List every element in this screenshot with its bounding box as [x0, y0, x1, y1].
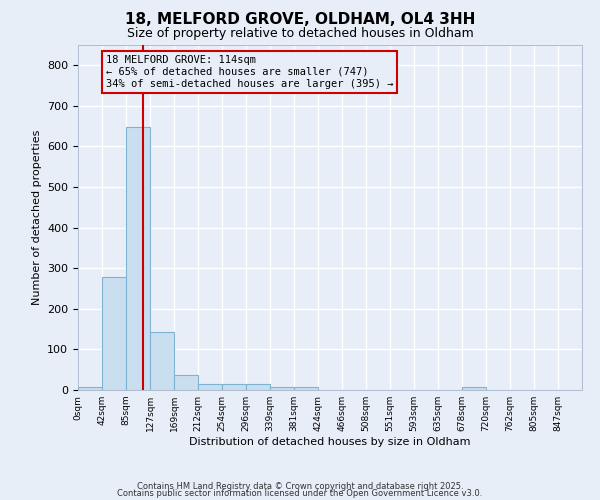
Text: 18, MELFORD GROVE, OLDHAM, OL4 3HH: 18, MELFORD GROVE, OLDHAM, OL4 3HH	[125, 12, 475, 28]
Text: Size of property relative to detached houses in Oldham: Size of property relative to detached ho…	[127, 28, 473, 40]
Text: Contains HM Land Registry data © Crown copyright and database right 2025.: Contains HM Land Registry data © Crown c…	[137, 482, 463, 491]
Bar	[294, 387, 318, 390]
Bar	[126, 128, 150, 390]
Text: Contains public sector information licensed under the Open Government Licence v3: Contains public sector information licen…	[118, 490, 482, 498]
Bar	[150, 332, 174, 390]
Bar	[174, 376, 198, 390]
Bar	[78, 387, 102, 390]
Bar	[462, 387, 486, 390]
Bar	[222, 384, 246, 390]
Text: 18 MELFORD GROVE: 114sqm
← 65% of detached houses are smaller (747)
34% of semi-: 18 MELFORD GROVE: 114sqm ← 65% of detach…	[106, 56, 393, 88]
Bar	[246, 384, 270, 390]
Bar	[102, 277, 126, 390]
X-axis label: Distribution of detached houses by size in Oldham: Distribution of detached houses by size …	[189, 437, 471, 447]
Bar	[270, 387, 294, 390]
Y-axis label: Number of detached properties: Number of detached properties	[32, 130, 41, 305]
Bar	[198, 384, 222, 390]
